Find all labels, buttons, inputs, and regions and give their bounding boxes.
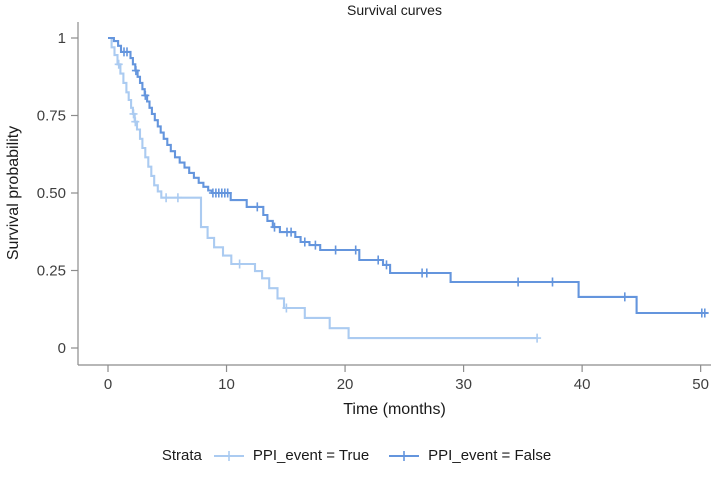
censor-marks-true: [114, 59, 542, 343]
x-tick-label: 20: [337, 376, 354, 393]
legend-title: Strata: [161, 447, 202, 464]
x-tick-label: 30: [455, 376, 472, 393]
x-tick-label: 0: [104, 376, 112, 393]
legend: Strata PPI_event = True PPI_event = Fals…: [0, 447, 713, 464]
x-tick-label: 10: [218, 376, 235, 393]
y-tick-label: 0.50: [37, 185, 66, 202]
legend-key-line-icon: [389, 450, 420, 461]
legend-label-ppi-false: PPI_event = False: [428, 447, 552, 464]
chart-title: Survival curves: [347, 2, 442, 18]
x-axis-title: Time (months): [343, 401, 446, 418]
survival-curve-false: [108, 36, 708, 315]
y-tick-label: 0.25: [37, 263, 66, 280]
legend-label-ppi-true: PPI_event = True: [252, 447, 370, 464]
censor-marks-false: [120, 47, 709, 318]
x-tick-label: 40: [574, 376, 591, 393]
survival-curve-true: [108, 36, 538, 340]
legend-key-line-icon: [213, 450, 244, 461]
plot-area: 0 10 20 30 40 50 0 0.25 0.50 0.75 1: [37, 22, 711, 393]
legend-item-ppi-false: PPI_event = False: [387, 447, 551, 464]
legend-item-ppi-true: PPI_event = True: [212, 447, 369, 464]
y-tick-label: 0.75: [37, 108, 66, 125]
y-tick-label: 0: [58, 340, 66, 357]
y-tick-label: 1: [58, 30, 66, 47]
x-tick-label: 50: [692, 376, 709, 393]
